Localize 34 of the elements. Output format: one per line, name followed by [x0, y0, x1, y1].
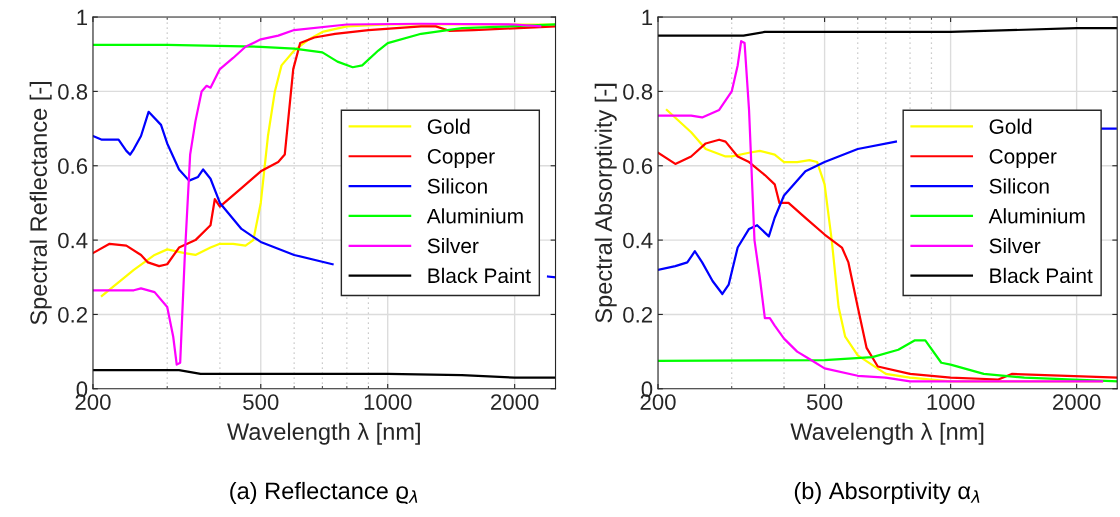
- legend-label: Gold: [427, 118, 470, 134]
- x-axis-title: Wavelength λ [nm]: [790, 422, 984, 445]
- y-tick-label: 0.6: [58, 158, 88, 175]
- legend-label: Aluminium: [426, 208, 523, 224]
- y-tick-label: 0.2: [58, 306, 87, 323]
- x-tick-label: 2000: [1053, 394, 1101, 410]
- text: (a) Reflectance ϱ$_{λ}$: [230, 481, 418, 504]
- legend-label: Aluminium: [988, 208, 1085, 224]
- y-tick-label: 0.4: [58, 232, 88, 249]
- x-axis-title: Wavelength λ [nm]: [227, 422, 420, 445]
- y-tick-label: 0.2: [623, 306, 653, 323]
- y-tick-label: 0.8: [58, 83, 88, 100]
- legend-label: Black Paint: [990, 267, 1093, 284]
- y-axis-title: Spectral Absorptivity [-]: [594, 83, 617, 323]
- legend-label: Silver: [989, 237, 1041, 254]
- x-tick-label: 1000: [364, 394, 412, 410]
- legend-label: Silicon: [427, 178, 487, 194]
- x-tick-label: 500: [806, 394, 843, 410]
- x-tick-label: 500: [243, 394, 279, 410]
- y-axis-title: Spectral Reflectance [-]: [29, 81, 52, 325]
- legend-label: Copper: [427, 149, 495, 168]
- legend-label: Black Paint: [428, 267, 531, 284]
- legend-label: Silicon: [989, 178, 1049, 194]
- x-tick-label: 2000: [491, 394, 539, 410]
- legend-label: Silver: [427, 237, 479, 254]
- legend-label: Gold: [989, 118, 1032, 134]
- text: (b) Absorptivity α$_{λ}$: [794, 481, 980, 504]
- y-tick-label: 0.6: [623, 158, 653, 175]
- x-tick-label: 1000: [927, 394, 975, 410]
- y-tick-label: 0.4: [623, 232, 653, 249]
- y-tick-label: 0.8: [623, 83, 653, 100]
- y-tick-label: 1: [77, 9, 88, 26]
- legend-label: Copper: [989, 149, 1057, 168]
- y-tick-label: 1: [642, 9, 653, 26]
